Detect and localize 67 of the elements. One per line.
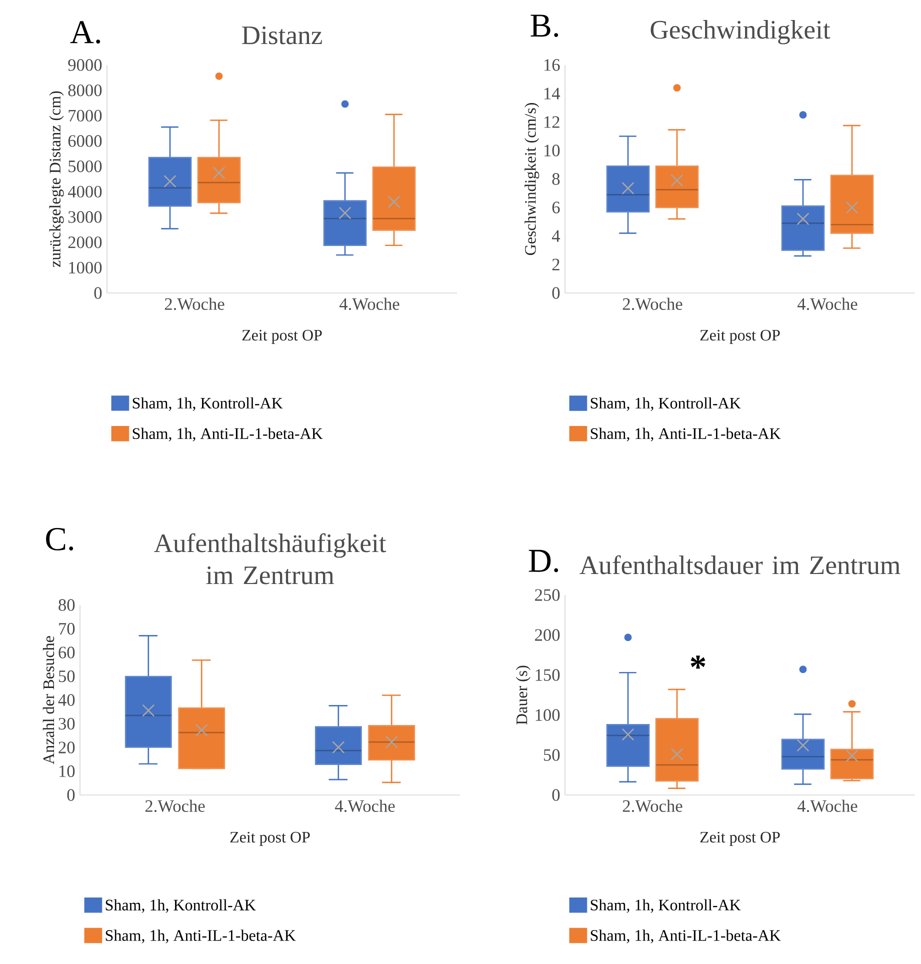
y-tick-label: 6	[552, 202, 560, 214]
y-tick-label: 60	[58, 646, 75, 658]
y-axis-title: Dauer (s)	[516, 666, 530, 725]
legend-label: Sham, 1h, Anti-IL-1-beta-AK	[590, 428, 781, 442]
y-tick-label: 0	[552, 287, 560, 299]
y-axis-title: Anzahl der Besuche	[42, 636, 54, 764]
text: C.	[46, 528, 74, 550]
y-tick-label: 0	[552, 789, 560, 801]
y-tick-label: 16	[544, 59, 560, 71]
y-tick-label: 4	[552, 230, 560, 242]
y-tick-label: 50	[544, 749, 560, 761]
text: B.	[530, 14, 558, 38]
y-tick-label: 4000	[68, 186, 102, 198]
chart-title: Aufenthaltsdauer im Zentrum	[580, 555, 900, 574]
y-tick-label: 9000	[68, 59, 102, 71]
y-tick-label: 8000	[68, 84, 102, 96]
x-tick-label: 4.Woche	[797, 298, 858, 310]
chart-title: Geschwindigkeit	[650, 20, 830, 44]
y-tick-label: 0	[67, 789, 75, 801]
y-tick-label: 70	[59, 622, 75, 635]
x-tick-label: 2.Woche	[164, 298, 224, 310]
annotation: *	[690, 656, 706, 669]
y-tick-label: 20	[58, 742, 75, 754]
legend-label: Sham, 1h, Anti-IL-1-beta-AK	[106, 930, 296, 944]
x-axis-title: Zeit post OP	[700, 832, 780, 846]
x-axis-title: Zeit post OP	[700, 330, 780, 344]
y-tick-label: 0	[94, 287, 102, 299]
y-tick-label: 3000	[68, 211, 102, 223]
y-tick-label: 1000	[69, 262, 102, 274]
x-axis-title: Zeit post OP	[230, 832, 310, 846]
x-tick-label: 2.Woche	[622, 800, 682, 812]
y-tick-label: 250	[535, 589, 560, 601]
legend-label: Sham, 1h, Kontroll-AK	[590, 397, 741, 411]
y-tick-label: 40	[58, 694, 75, 706]
legend-label: Sham, 1h, Kontroll-AK	[590, 899, 741, 913]
chart-title: Distanz	[242, 26, 322, 44]
x-tick-label: 4.Woche	[334, 800, 395, 812]
y-tick-label: 5000	[68, 160, 102, 172]
text: D.	[528, 550, 558, 572]
x-tick-label: 2.Woche	[622, 298, 682, 310]
x-tick-label: 4.Woche	[797, 800, 858, 812]
y-tick-label: 7000	[68, 110, 102, 122]
y-axis-title: Geschwindigkeit (cm/s)	[524, 103, 540, 256]
legend-label: Sham, 1h, Kontroll-AK	[106, 899, 256, 913]
y-tick-label: 14	[544, 88, 560, 100]
chart-title: Aufenthaltshäufigkeit im Zentrum	[154, 533, 386, 584]
y-tick-label: 150	[536, 669, 560, 681]
y-tick-label: 2000	[68, 236, 102, 248]
legend-label: Sham, 1h, Anti-IL-1-beta-AK	[132, 428, 323, 442]
legend-label: Sham, 1h, Anti-IL-1-beta-AK	[590, 930, 781, 944]
y-tick-label: 2	[552, 258, 560, 270]
y-tick-label: 80	[58, 599, 75, 611]
y-tick-label: 50	[58, 670, 75, 682]
x-tick-label: 2.Woche	[145, 800, 205, 812]
y-tick-label: 8	[552, 173, 560, 185]
text: A.	[70, 21, 100, 44]
y-axis-title: zurückgelegte Distanz (cm)	[49, 91, 64, 267]
legend-label: Sham, 1h, Kontroll-AK	[132, 397, 283, 411]
x-axis-title: Zeit post OP	[242, 330, 322, 344]
y-tick-label: 12	[544, 116, 560, 128]
y-tick-label: 100	[536, 709, 560, 721]
y-tick-label: 6000	[68, 135, 102, 147]
y-tick-label: 10	[544, 144, 560, 156]
y-tick-label: 10	[59, 765, 75, 778]
y-tick-label: 200	[535, 629, 560, 641]
x-tick-label: 4.Woche	[339, 298, 400, 310]
y-tick-label: 30	[58, 718, 75, 730]
